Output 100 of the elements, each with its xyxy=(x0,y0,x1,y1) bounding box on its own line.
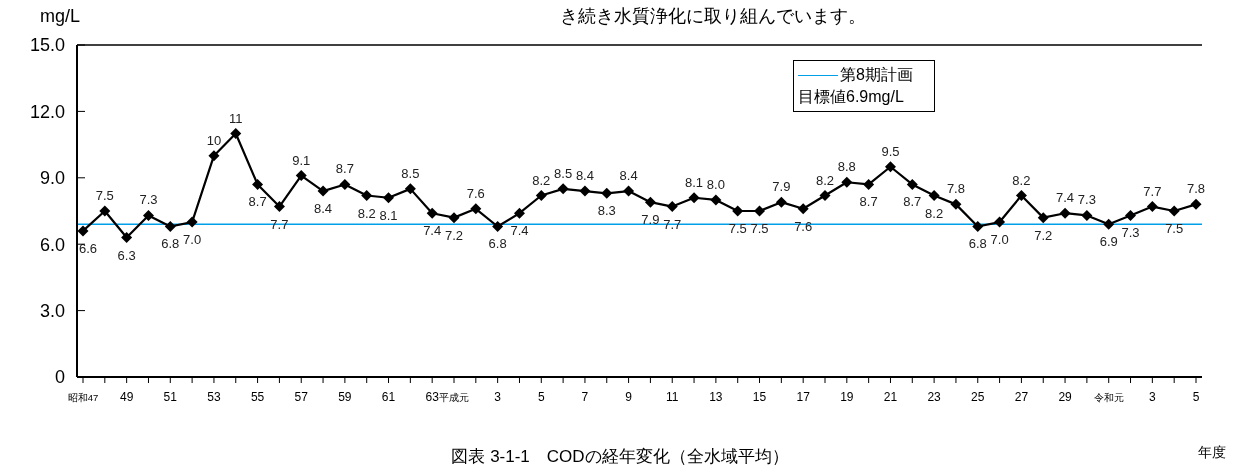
y-axis-title: mg/L xyxy=(40,6,81,27)
point xyxy=(754,205,766,217)
point xyxy=(994,216,1006,228)
point xyxy=(404,183,416,195)
point xyxy=(1146,201,1158,213)
point xyxy=(99,205,111,217)
x-tick-label: 53 xyxy=(207,390,221,404)
data-label: 7.3 xyxy=(1077,192,1096,208)
x-tick-label: 5 xyxy=(537,390,545,404)
data-label: 7.7 xyxy=(1143,183,1162,199)
x-tick-label: 23 xyxy=(927,390,942,404)
x-tick-label: 55 xyxy=(250,390,265,404)
point xyxy=(841,176,853,188)
point xyxy=(470,203,482,215)
data-label: 6.3 xyxy=(117,247,136,263)
point xyxy=(644,196,656,208)
data-label: 8.2 xyxy=(1012,172,1031,188)
data-label: 7.6 xyxy=(466,185,485,201)
point xyxy=(906,178,918,190)
data-label: 7.8 xyxy=(946,181,965,197)
data-label: 9.5 xyxy=(881,143,900,159)
point xyxy=(77,225,89,237)
x-tick-label: 51 xyxy=(163,390,178,404)
data-label: 6.8 xyxy=(161,236,180,252)
x-tick-label: 19 xyxy=(840,390,854,404)
y-tick-label: 0 xyxy=(54,367,65,388)
x-tick-label: 49 xyxy=(119,390,134,404)
data-label: 7.3 xyxy=(139,192,158,208)
data-label: 8.1 xyxy=(379,207,398,223)
data-label: 8.2 xyxy=(357,205,376,221)
point xyxy=(601,187,613,199)
point xyxy=(361,190,373,202)
point xyxy=(710,194,722,206)
data-label: 7.5 xyxy=(95,188,114,203)
data-label: 9.1 xyxy=(292,152,311,168)
point xyxy=(230,128,242,140)
text: 図表 3-1-1 CODの経年変化（全水域平均） xyxy=(451,447,789,466)
data-label: 7.2 xyxy=(1034,227,1053,243)
x-tick-label: 平成元 xyxy=(439,392,469,403)
point xyxy=(208,150,220,162)
data-label: 8.5 xyxy=(401,165,420,181)
x-tick-label: 9 xyxy=(625,390,633,404)
point xyxy=(819,190,831,202)
data-label: 7.2 xyxy=(444,227,464,243)
point xyxy=(295,170,307,182)
data-label: 7.4 xyxy=(1056,190,1075,206)
data-label: 7.4 xyxy=(423,223,442,239)
point xyxy=(383,192,395,204)
data-label: 7.8 xyxy=(1186,181,1206,197)
x-tick-label: 11 xyxy=(666,390,679,404)
data-label: 6.6 xyxy=(78,240,98,256)
data-label: 6.8 xyxy=(968,236,987,252)
point xyxy=(121,232,133,244)
point xyxy=(972,220,984,232)
data-label: 7.5 xyxy=(750,221,769,236)
y-tick-label: 12.0 xyxy=(29,101,65,122)
point xyxy=(688,192,700,204)
data-label: 8.7 xyxy=(248,194,267,210)
data-label: 8.1 xyxy=(685,174,704,190)
x-tick-label: 17 xyxy=(796,390,811,404)
point xyxy=(1081,209,1093,221)
data-label: 8.4 xyxy=(619,168,638,184)
data-label: 8.8 xyxy=(837,159,856,175)
text: き続き水質浄化に取り組んでいます。 xyxy=(560,5,866,28)
data-label: 7.3 xyxy=(1121,225,1140,241)
x-tick-label: 3 xyxy=(494,390,502,404)
x-tick-label: 63 xyxy=(425,390,440,404)
x-tick-label: 21 xyxy=(883,390,898,404)
point xyxy=(950,198,962,210)
data-label: 8.5 xyxy=(554,165,573,181)
data-label: 7.5 xyxy=(728,221,747,236)
data-label: 7.5 xyxy=(1165,221,1184,236)
y-tick-label: 15.0 xyxy=(29,35,65,56)
data-label: 7.0 xyxy=(183,232,202,248)
y-tick-label: 3.0 xyxy=(39,300,65,321)
point xyxy=(1190,198,1202,210)
point xyxy=(535,190,547,202)
point xyxy=(448,212,460,224)
point xyxy=(557,183,569,195)
data-label: 8.2 xyxy=(815,172,835,188)
point xyxy=(513,207,525,219)
x-tick-label: 25 xyxy=(971,390,985,404)
point xyxy=(623,185,635,197)
point xyxy=(164,220,176,232)
data-label: 8.2 xyxy=(925,205,944,221)
x-tick-label: 7 xyxy=(581,390,589,404)
point xyxy=(186,216,198,228)
point xyxy=(884,161,896,173)
y-tick-label: 6.0 xyxy=(39,234,65,255)
point xyxy=(317,185,329,197)
point xyxy=(273,201,285,213)
x-tick-label: 15 xyxy=(752,390,767,404)
x-tick-label: 13 xyxy=(709,390,723,404)
data-label: 11 xyxy=(229,110,243,126)
point xyxy=(666,201,678,213)
x-tick-label: 3 xyxy=(1149,390,1157,404)
data-label: 8.0 xyxy=(706,176,725,192)
x-tick-label: 昭和47 xyxy=(67,392,99,403)
data-label: 7.9 xyxy=(772,179,791,195)
point xyxy=(492,220,504,232)
